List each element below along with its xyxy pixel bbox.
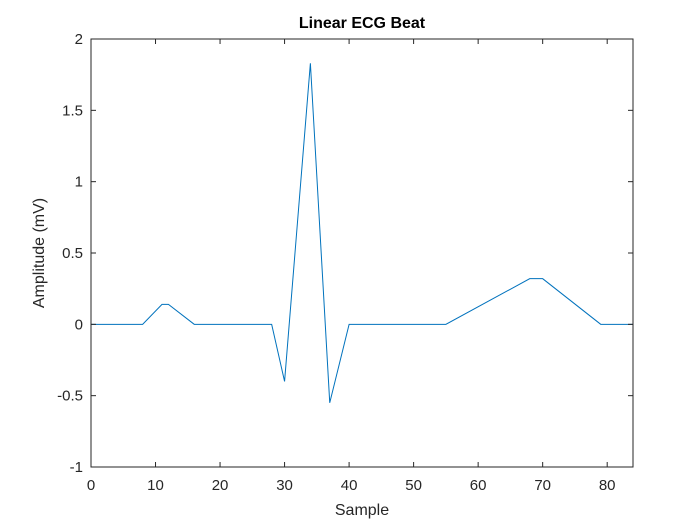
x-tick-label: 50 [405, 477, 422, 494]
x-tick-label: 70 [534, 477, 551, 494]
x-tick-label: 40 [341, 477, 358, 494]
series-layer [91, 63, 633, 403]
y-axis-label: Amplitude (mV) [31, 198, 48, 308]
y-tick-label: 0 [75, 316, 83, 333]
x-tick-label: 30 [276, 477, 293, 494]
x-tick-label: 0 [87, 477, 95, 494]
x-tick-label: 20 [212, 477, 229, 494]
plot-area [91, 39, 633, 467]
ticks-layer: 0 10 20 30 40 50 60 70 80 -1 -0.5 0 0.5 1 1.5 2 [57, 31, 633, 494]
axes-box [90, 38, 634, 468]
x-tick-label: 10 [147, 477, 164, 494]
y-tick-label: 2 [75, 31, 83, 48]
x-axis-label: Sample [335, 502, 389, 519]
ecg-series-line [91, 63, 633, 403]
y-tick-label: -0.5 [57, 388, 83, 405]
y-tick-label: -1 [70, 459, 83, 476]
y-tick-label: 1 [75, 174, 83, 191]
y-tick-label: 1.5 [62, 102, 83, 119]
x-tick-label: 60 [470, 477, 487, 494]
chart-title: Linear ECG Beat [299, 15, 426, 32]
y-tick-label: 0.5 [62, 245, 83, 262]
x-tick-label: 80 [599, 477, 616, 494]
